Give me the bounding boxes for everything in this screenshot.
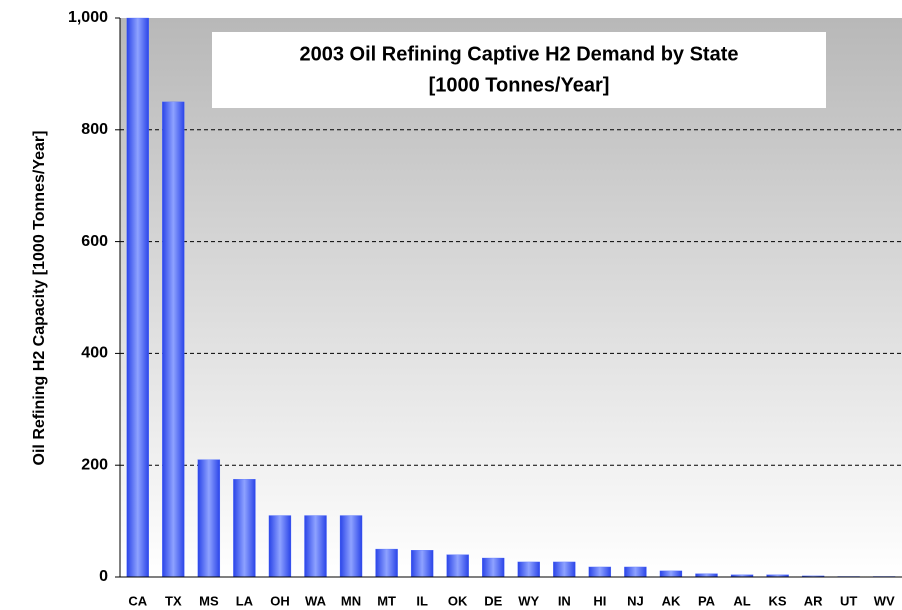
x-tick-label: MN — [341, 593, 361, 608]
x-tick-label: CA — [128, 593, 147, 608]
x-tick-label: LA — [236, 593, 254, 608]
bar — [375, 548, 398, 578]
title-box — [212, 32, 826, 108]
bar — [197, 459, 221, 578]
x-tick-label: IL — [416, 593, 428, 608]
bar — [162, 101, 185, 578]
bar — [659, 570, 683, 578]
bar — [517, 561, 540, 578]
bar — [482, 557, 505, 578]
x-tick-label: WV — [874, 593, 895, 608]
y-tick-label: 600 — [81, 233, 108, 250]
bar — [233, 479, 256, 578]
bar — [553, 561, 576, 578]
y-axis-label: Oil Refining H2 Capacity [1000 Tonnes/Ye… — [31, 131, 48, 466]
x-tick-label: MS — [199, 593, 219, 608]
x-tick-label: WA — [305, 593, 327, 608]
bar — [410, 550, 434, 578]
chart-title: 2003 Oil Refining Captive H2 Demand by S… — [299, 43, 738, 65]
x-tick-label: IN — [558, 593, 571, 608]
bar — [446, 554, 469, 578]
bar — [126, 17, 149, 578]
chart-subtitle: [1000 Tonnes/Year] — [429, 74, 610, 96]
x-tick-label: HI — [593, 593, 606, 608]
y-tick-label: 0 — [99, 568, 108, 585]
x-tick-label: TX — [165, 593, 182, 608]
x-tick-label: MT — [377, 593, 396, 608]
bar — [695, 573, 718, 578]
x-tick-label: DE — [484, 593, 502, 608]
x-tick-label: NJ — [627, 593, 644, 608]
x-tick-label: OH — [270, 593, 290, 608]
x-tick-label: AK — [662, 593, 681, 608]
x-tick-label: OK — [448, 593, 468, 608]
x-tick-label: UT — [840, 593, 857, 608]
x-tick-label: AR — [804, 593, 823, 608]
y-tick-label: 1,000 — [68, 9, 108, 26]
x-tick-label: AL — [733, 593, 750, 608]
y-tick-label: 800 — [81, 121, 108, 138]
x-tick-label: PA — [698, 593, 716, 608]
y-tick-label: 200 — [81, 456, 108, 473]
bar — [588, 566, 612, 578]
bar — [304, 515, 327, 578]
bar — [339, 515, 363, 578]
bar — [268, 515, 292, 578]
x-tick-label: WY — [518, 593, 539, 608]
bar — [624, 566, 647, 578]
x-tick-label: KS — [769, 593, 787, 608]
y-tick-label: 400 — [81, 345, 108, 362]
